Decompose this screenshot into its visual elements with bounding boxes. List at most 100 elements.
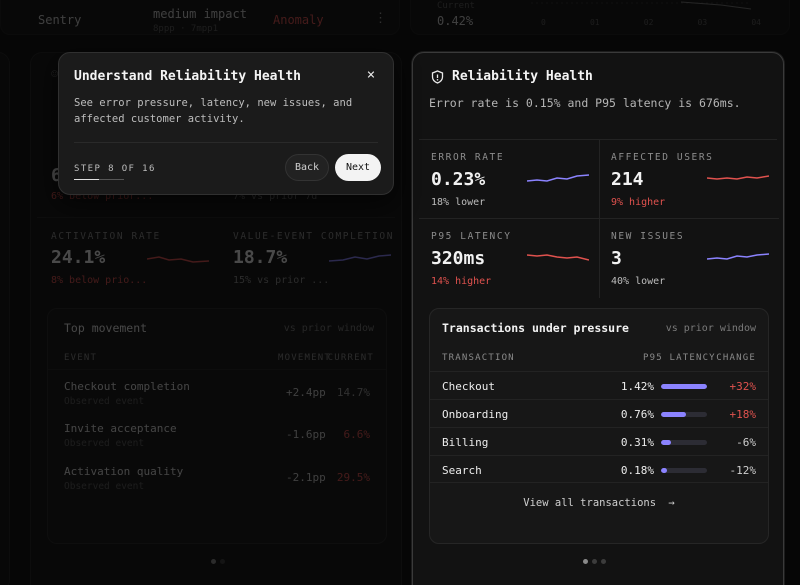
metric-sub: 15% vs prior ... <box>233 275 330 286</box>
divider <box>37 217 395 218</box>
mini-tick: 02 <box>643 18 654 27</box>
metric-sub: 6% below prior... <box>51 191 154 202</box>
sparkline <box>147 256 209 263</box>
metric-value: 18.7% <box>233 247 288 268</box>
metric-error-rate: ERROR RATE 0.23% 18% lower <box>419 140 599 218</box>
latency-bar <box>661 468 707 473</box>
col-p95-latency: P95 LATENCY <box>643 353 716 363</box>
metric-value: 320ms <box>431 248 486 269</box>
transaction-row[interactable]: Search 0.18% -12% <box>430 455 768 483</box>
transaction-row[interactable]: Onboarding 0.76% +18% <box>430 399 768 427</box>
row-sub: Observed event <box>64 396 145 407</box>
transaction-name: Search <box>442 464 482 477</box>
divider <box>74 142 378 143</box>
row-name: Invite acceptance <box>64 422 177 435</box>
metric-value: 214 <box>611 169 644 190</box>
step-progress <box>74 179 124 180</box>
transaction-change: -6% <box>736 436 756 449</box>
mini-tick: 0 <box>541 18 546 27</box>
col-change: CHANGE <box>716 353 756 363</box>
metric-new-issues: NEW ISSUES 3 40% lower <box>599 219 779 297</box>
metric-sub: 7% vs prior 7d <box>233 191 318 202</box>
metric-label: P95 LATENCY <box>431 231 512 242</box>
metric-value: 24.1% <box>51 247 106 268</box>
metric-tile: ACTIVATION RATE 24.1% 8% below prio... <box>39 223 219 293</box>
transaction-row[interactable]: Checkout 1.42% +32% <box>430 371 768 399</box>
metric-tile: 7% vs prior 7d <box>221 145 401 215</box>
metric-affected-users: AFFECTED USERS 214 9% higher <box>599 140 779 218</box>
page-dot[interactable] <box>211 559 216 564</box>
sparkline <box>707 175 769 180</box>
metric-label: NEW ISSUES <box>611 231 685 242</box>
tour-popover: Understand Reliability Health × See erro… <box>58 52 394 195</box>
sparkline <box>527 254 589 261</box>
transaction-latency: 0.31% <box>620 436 654 449</box>
step-counter: STEP 8 OF 16 <box>74 164 156 174</box>
current-value: 0.42% <box>437 14 474 28</box>
movement-row: Invite acceptance Observed event -1.6pp … <box>48 412 386 455</box>
panel-description: Error rate is 0.15% and P95 latency is 6… <box>429 96 741 110</box>
metric-value: 0.23% <box>431 169 486 190</box>
metric-label: VALUE-EVENT COMPLETION <box>233 231 395 242</box>
reliability-health-panel: Reliability Health Error rate is 0.15% a… <box>412 52 784 585</box>
popover-description: See error pressure, latency, new issues,… <box>74 97 353 125</box>
top-mini-chart-card: Current 0.42% 0 01 02 03 04 <box>410 0 790 35</box>
transaction-name: Onboarding <box>442 408 509 421</box>
back-button[interactable]: Back <box>285 154 329 181</box>
row-current: 6.6% <box>343 428 371 441</box>
transaction-change: -12% <box>729 464 757 477</box>
metric-label: ACTIVATION RATE <box>51 231 161 242</box>
mini-tick: 03 <box>697 18 708 27</box>
current-label: Current <box>437 1 475 11</box>
row-current: 29.5% <box>336 471 370 484</box>
metric-value: 3 <box>611 248 622 269</box>
page-dot[interactable] <box>583 559 588 564</box>
divider <box>419 139 777 140</box>
metrics-grid: ERROR RATE 0.23% 18% lower AFFECTED USER… <box>419 140 779 298</box>
metric-tile: VALUE-EVENT COMPLETION 18.7% 15% vs prio… <box>221 223 401 293</box>
movement-vs: vs prior window <box>283 323 374 334</box>
view-all-label: View all transactions <box>523 497 657 509</box>
next-button[interactable]: Next <box>335 154 381 181</box>
popover-title: Understand Reliability Health <box>74 69 301 84</box>
top-summary-card: Sentry medium impact 8ppp · 7mpp1 Anomal… <box>0 0 400 35</box>
col-movement: MOVEMENT <box>278 353 331 363</box>
transaction-latency: 0.18% <box>620 464 654 477</box>
row-current: 14.7% <box>336 386 370 399</box>
transactions-vs: vs prior window <box>665 323 756 334</box>
metric-value: 6 <box>51 165 62 186</box>
status-badge: Anomaly <box>273 13 324 27</box>
row-name: Activation quality <box>64 465 184 478</box>
row-sub: Observed event <box>64 481 145 492</box>
sparkline <box>329 254 391 262</box>
shield-icon <box>431 69 444 84</box>
panel-header: Reliability Health <box>431 69 593 84</box>
metric-p95-latency: P95 LATENCY 320ms 14% higher <box>419 219 599 297</box>
row-movement: -1.6pp <box>286 428 326 441</box>
transactions-title: Transactions under pressure <box>442 321 629 335</box>
arrow-right-icon: → <box>668 497 675 509</box>
metric-sub: 9% higher <box>611 197 666 208</box>
mini-tick: 01 <box>589 18 600 27</box>
more-icon[interactable]: ⋮ <box>374 11 387 26</box>
transaction-name: Billing <box>442 436 489 449</box>
page-dot[interactable] <box>601 559 606 564</box>
metric-sub: 40% lower <box>611 276 666 287</box>
view-all-transactions-link[interactable]: View all transactions → <box>430 497 768 509</box>
page-dot[interactable] <box>592 559 597 564</box>
latency-bar-fill <box>661 468 667 473</box>
mini-chart <box>531 1 751 10</box>
transaction-row[interactable]: Billing 0.31% -6% <box>430 427 768 455</box>
row-name: Checkout completion <box>64 380 190 393</box>
mini-tick: 04 <box>751 18 761 27</box>
close-icon[interactable]: × <box>366 67 376 83</box>
latency-bar-fill <box>661 384 707 389</box>
transaction-name: Checkout <box>442 380 495 393</box>
col-current: CURRENT <box>327 353 374 363</box>
metric-label: ERROR RATE <box>431 152 505 163</box>
page-dot[interactable] <box>220 559 225 564</box>
sparkline <box>527 174 589 182</box>
transaction-change: +18% <box>729 408 757 421</box>
latency-bar <box>661 384 707 389</box>
metric-sub: 14% higher <box>431 276 492 287</box>
